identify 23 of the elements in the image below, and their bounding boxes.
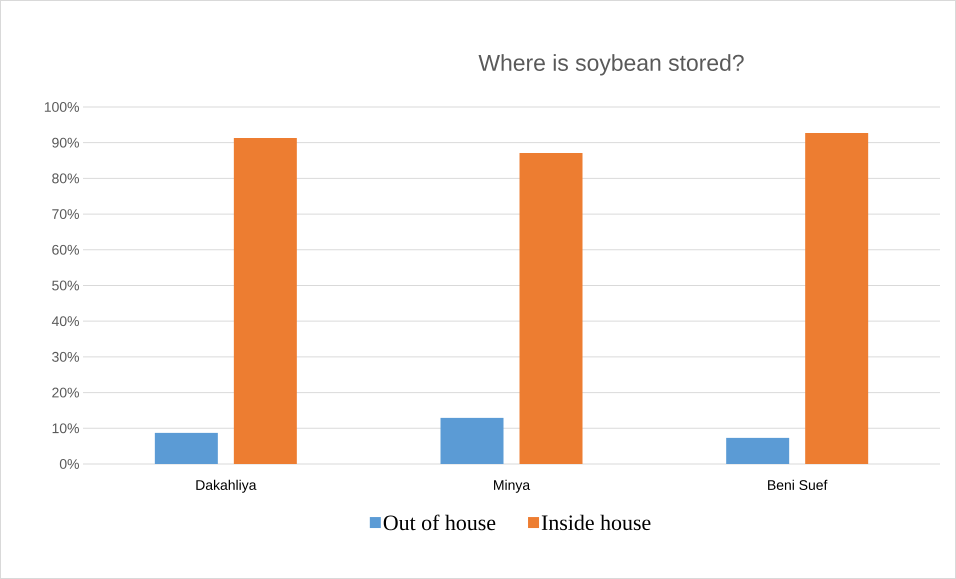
y-tick-label: 90%: [52, 138, 79, 148]
bar: [726, 438, 790, 464]
bar: [154, 432, 218, 464]
bar: [234, 138, 297, 464]
chart-title: Where is soybean stored?: [478, 54, 744, 76]
y-tick-label: 50%: [52, 280, 79, 290]
y-tick-label: 100%: [44, 102, 79, 112]
y-tick-label: 80%: [52, 173, 79, 184]
x-tick-label: Beni Suef: [768, 480, 828, 490]
y-tick-label: 60%: [52, 244, 79, 255]
legend-label: Inside house: [542, 514, 650, 530]
legend-label: Out of house: [384, 514, 496, 530]
y-tick-label: 0%: [60, 459, 79, 469]
y-tick-label: 30%: [52, 352, 79, 362]
y-tick-label: 40%: [52, 316, 79, 326]
y-tick-label: 10%: [52, 423, 79, 434]
bar: [440, 418, 504, 464]
x-tick-label: Minya: [494, 480, 530, 493]
bar: [805, 133, 868, 464]
bar: [520, 153, 583, 464]
y-tick-label: 70%: [52, 209, 79, 220]
y-tick-label: 20%: [52, 388, 79, 398]
x-tick-label: Dakahliya: [196, 480, 256, 493]
